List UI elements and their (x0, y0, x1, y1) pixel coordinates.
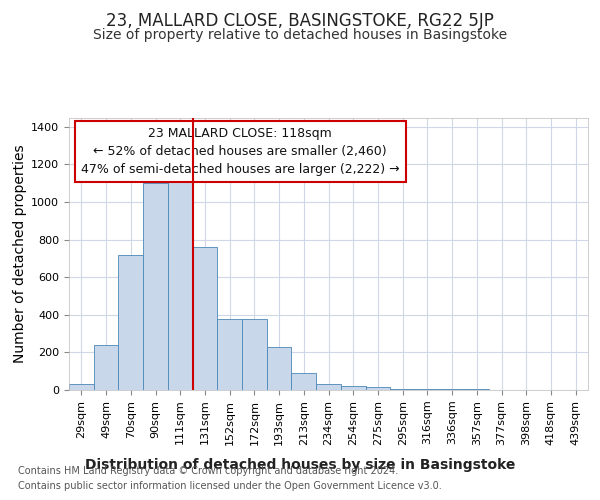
Text: Distribution of detached houses by size in Basingstoke: Distribution of detached houses by size … (85, 458, 515, 471)
Text: 23, MALLARD CLOSE, BASINGSTOKE, RG22 5JP: 23, MALLARD CLOSE, BASINGSTOKE, RG22 5JP (106, 12, 494, 30)
Bar (217, 318, 242, 390)
Bar (69, 384, 94, 390)
Bar (341, 386, 365, 390)
Bar (143, 184, 168, 390)
Text: 23 MALLARD CLOSE: 118sqm
← 52% of detached houses are smaller (2,460)
47% of sem: 23 MALLARD CLOSE: 118sqm ← 52% of detach… (81, 127, 400, 176)
Bar (316, 384, 341, 390)
Bar (94, 345, 118, 390)
Bar (118, 254, 143, 390)
Y-axis label: Number of detached properties: Number of detached properties (13, 144, 27, 363)
Bar (168, 180, 193, 390)
Bar (242, 318, 267, 390)
Bar (390, 389, 415, 390)
Text: Contains public sector information licensed under the Open Government Licence v3: Contains public sector information licen… (18, 481, 442, 491)
Bar (292, 373, 316, 390)
Bar (415, 389, 440, 390)
Text: Size of property relative to detached houses in Basingstoke: Size of property relative to detached ho… (93, 28, 507, 42)
Bar (267, 347, 292, 390)
Text: Contains HM Land Registry data © Crown copyright and database right 2024.: Contains HM Land Registry data © Crown c… (18, 466, 398, 476)
Bar (365, 387, 390, 390)
Bar (193, 247, 217, 390)
